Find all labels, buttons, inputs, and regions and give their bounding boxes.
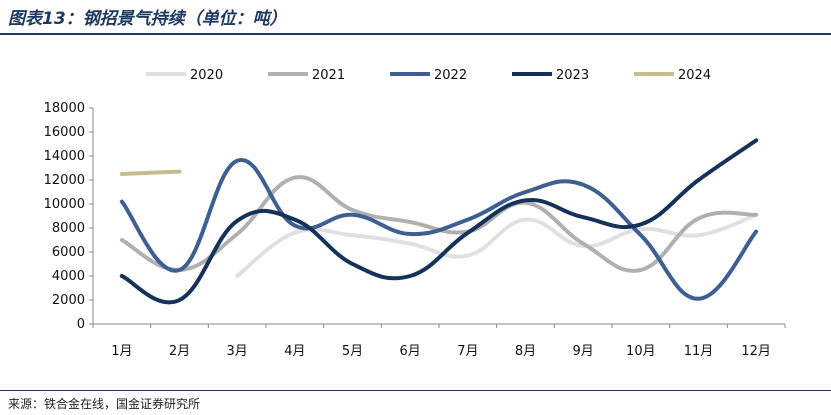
y-tick-label: 12000 [44,173,85,188]
y-tick-label: 2000 [52,293,85,308]
line-chart: 2020 2021 2022 2023 2024 0 2000 4000 6000 8000 10… [44,68,786,359]
x-tick-label: 10月 [626,344,656,359]
legend-label-2022: 2022 [434,68,467,83]
legend-label-2023: 2023 [556,68,589,83]
x-tick-label: 7月 [457,344,478,359]
source-divider [0,390,831,391]
series-line-2023 [119,138,759,305]
y-tick-label: 0 [77,317,85,332]
axes: 0 2000 4000 6000 8000 10000 12000 14000 16000 180… [44,101,786,359]
series-line-2020 [235,212,759,278]
x-tick-label: 11月 [684,344,714,359]
x-tick-label: 9月 [573,344,594,359]
y-tick-label: 4000 [52,269,85,284]
y-tick-label: 14000 [44,149,85,164]
x-tick-label: 1月 [111,344,132,359]
source-note: 来源：铁合金在线，国金证券研究所 [8,397,201,411]
legend-label-2024: 2024 [678,68,711,83]
y-tick-label: 10000 [44,197,85,212]
x-tick-label: 6月 [400,344,421,359]
y-tick-label: 16000 [44,125,85,140]
x-tick-label: 2月 [169,344,190,359]
x-tick-label: 4月 [284,344,305,359]
title-divider [0,33,831,35]
x-tick-label: 3月 [227,344,248,359]
y-tick-label: 8000 [52,221,85,236]
y-tick-label: 6000 [52,245,85,260]
x-tick-label: 12月 [741,344,771,359]
y-tick-label: 18000 [44,101,85,116]
x-tick-label: 5月 [342,344,363,359]
legend-label-2021: 2021 [312,68,345,83]
series-line-2024 [119,169,182,176]
series-line-2022 [119,158,759,301]
legend: 2020 2021 2022 2023 2024 [146,68,711,83]
x-tick-label: 8月 [515,344,536,359]
series-lines [119,138,759,305]
legend-label-2020: 2020 [190,68,223,83]
chart-title: 图表13：钢招景气持续（单位：吨） [8,9,287,29]
